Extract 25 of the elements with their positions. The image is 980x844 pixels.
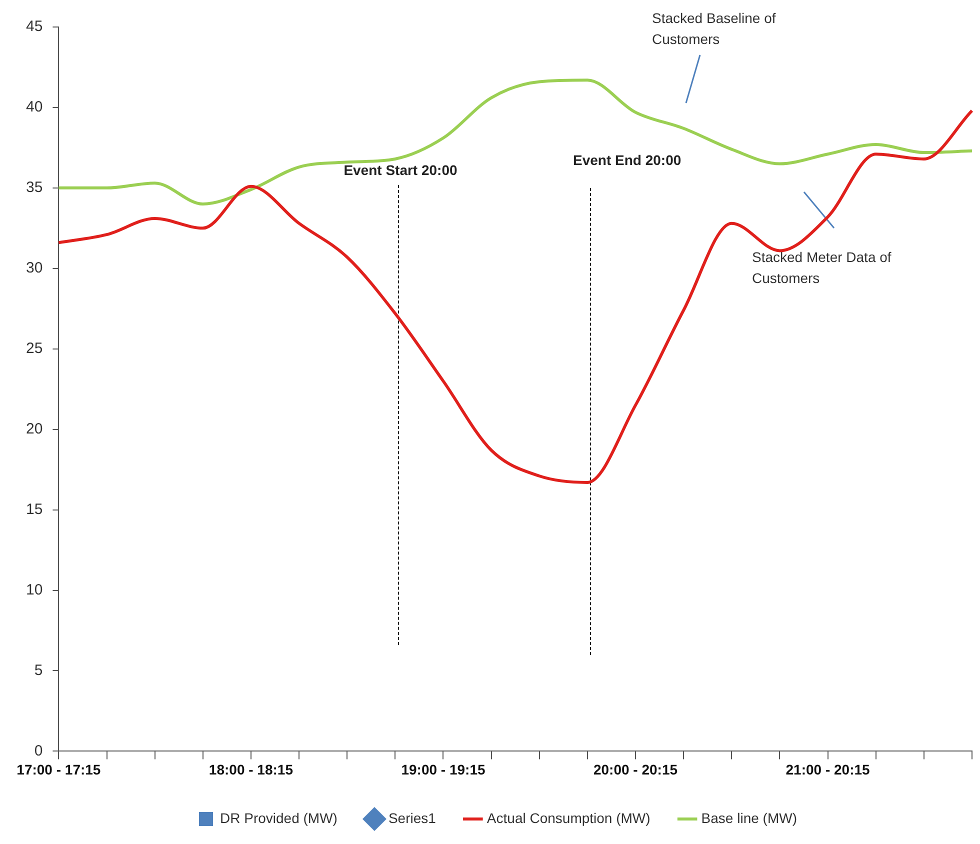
line-series: [57, 78, 974, 206]
legend-label: Series1: [388, 810, 436, 826]
line-series: [57, 109, 974, 484]
annotation: Event Start 20:00: [342, 161, 458, 180]
y-tick-label: 5: [34, 662, 43, 679]
x-tick-label: 18:00 - 18:15: [208, 761, 294, 778]
legend-label: DR Provided (MW): [220, 810, 338, 826]
annotation: Stacked Baseline of Customers: [652, 9, 777, 49]
legend-label: Base line (MW): [701, 810, 797, 826]
annotation: Stacked Meter Data of Customers: [752, 248, 892, 288]
x-tick-label: 21:00 - 20:15: [786, 761, 870, 778]
y-tick-label: 30: [26, 260, 43, 277]
y-tick-label: 35: [26, 179, 43, 196]
y-tick-label: 25: [26, 340, 43, 358]
y-tick-label: 40: [26, 98, 43, 116]
legend-label: Actual Consumption (MW): [486, 810, 650, 826]
x-tick-label: 19:00 - 19:15: [401, 761, 486, 778]
y-tick-label: 45: [26, 18, 43, 36]
annotation: Event End 20:00: [573, 151, 682, 170]
x-tick-label: 17:00 - 17:15: [16, 761, 101, 778]
x-tick-label: 20:00 - 20:15: [593, 761, 678, 778]
y-tick-label: 0: [34, 742, 43, 760]
y-tick-label: 15: [26, 500, 43, 518]
y-tick-label: 10: [26, 581, 43, 598]
y-tick-label: 20: [26, 420, 43, 438]
